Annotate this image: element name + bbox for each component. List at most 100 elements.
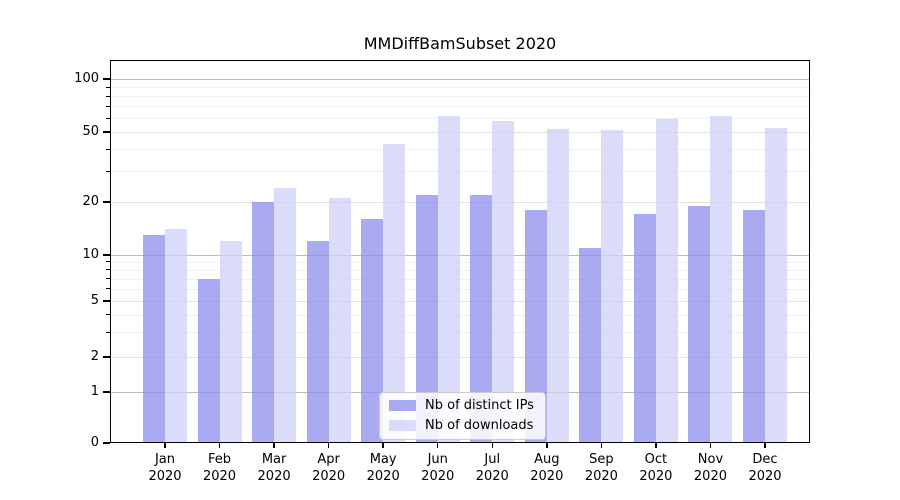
- x-tick-month: Apr: [317, 452, 340, 467]
- y-tick-5: [103, 300, 110, 302]
- x-tick-aug: [546, 443, 548, 448]
- bar-distinct-ips-apr: [306, 241, 329, 443]
- bar-distinct-ips-mar: [252, 202, 275, 443]
- gridline-2: [110, 357, 810, 358]
- x-tick-month: Nov: [697, 452, 724, 467]
- x-tick-year: 2020: [475, 469, 509, 484]
- y-tick-label-0: 0: [90, 434, 99, 450]
- x-tick-year: 2020: [202, 469, 237, 484]
- bar-downloads-feb: [219, 241, 242, 443]
- x-tick-nov: [709, 443, 712, 448]
- x-tick-month: Jun: [427, 452, 448, 467]
- bar-distinct-ips-oct: [633, 214, 656, 443]
- gridline-5: [110, 301, 810, 302]
- x-tick-month: Mar: [261, 452, 287, 467]
- legend-label-downloads: Nb of downloads: [425, 418, 534, 433]
- x-tick-sep: [600, 443, 603, 448]
- x-tick-year: 2020: [693, 469, 727, 484]
- y-tick-2: [103, 356, 110, 358]
- gridline-minor-3: [110, 332, 810, 334]
- x-tick-year: 2020: [530, 469, 564, 484]
- x-tick-year: 2020: [421, 469, 455, 484]
- legend-item-downloads: Nb of downloads: [389, 418, 534, 433]
- bar-downloads-may: [383, 143, 406, 443]
- bar-downloads-jul: [492, 120, 515, 443]
- x-tick-feb: [218, 443, 221, 448]
- x-tick-year: 2020: [639, 469, 673, 484]
- x-tick-month: Jul: [484, 452, 501, 467]
- y-tick-1: [103, 391, 110, 393]
- legend: Nb of distinct IPs Nb of downloads: [379, 392, 546, 440]
- x-tick-label-jan: Jan 2020: [130, 451, 200, 485]
- legend-item-distinct-ips: Nb of distinct IPs: [389, 398, 534, 413]
- gridline-minor-70: [110, 106, 810, 108]
- y-tick-10: [103, 254, 110, 256]
- x-tick-label-aug: Aug 2020: [512, 451, 582, 485]
- y-tick-100: [103, 78, 110, 80]
- x-tick-apr: [327, 443, 330, 448]
- x-tick-jul: [491, 443, 494, 448]
- x-tick-month: Oct: [644, 452, 668, 467]
- y-tick-label-10: 10: [82, 246, 99, 262]
- x-tick-label-jul: Jul 2020: [457, 451, 527, 485]
- x-tick-label-dec: Dec 2020: [730, 451, 800, 485]
- gridline-minor-60: [110, 118, 810, 120]
- y-tick-label-50: 50: [82, 123, 99, 139]
- bar-distinct-ips-aug: [524, 210, 547, 443]
- y-tick-label-20: 20: [82, 193, 99, 209]
- y-tick-20: [103, 201, 110, 203]
- bar-downloads-nov: [710, 115, 733, 443]
- bar-downloads-aug: [546, 129, 569, 443]
- x-tick-label-jun: Jun 2020: [403, 451, 473, 485]
- x-tick-year: 2020: [748, 469, 782, 484]
- x-tick-month: Feb: [208, 452, 232, 467]
- x-tick-jun: [436, 443, 439, 448]
- gridline-minor-7: [110, 278, 810, 280]
- plot-area: [110, 60, 810, 443]
- x-tick-label-may: May 2020: [348, 451, 418, 485]
- gridline-100: [110, 79, 810, 80]
- x-tick-year: 2020: [148, 469, 182, 484]
- gridline-minor-6: [110, 288, 810, 290]
- x-tick-month: Aug: [534, 452, 560, 467]
- x-tick-month: Jan: [154, 452, 176, 467]
- x-tick-dec: [764, 443, 766, 448]
- bar-downloads-oct: [655, 119, 678, 443]
- y-tick-0: [103, 442, 110, 444]
- legend-swatch-distinct-ips: [389, 400, 416, 411]
- x-tick-year: 2020: [312, 469, 346, 484]
- x-tick-year: 2020: [584, 469, 618, 484]
- gridline-minor-80: [110, 96, 810, 98]
- x-tick-label-feb: Feb 2020: [185, 451, 255, 485]
- bar-distinct-ips-nov: [688, 205, 711, 443]
- x-tick-label-nov: Nov 2020: [675, 451, 745, 485]
- x-tick-month: May: [369, 452, 397, 467]
- y-tick-label-1: 1: [90, 383, 99, 399]
- y-tick-50: [103, 131, 110, 133]
- chart-title: MMDiffBamSubset 2020: [363, 34, 557, 53]
- gridline-20: [110, 202, 810, 203]
- gridline-10: [110, 255, 810, 256]
- x-tick-label-apr: Apr 2020: [294, 451, 364, 485]
- gridline-minor-8: [110, 269, 810, 271]
- x-tick-month: Dec: [752, 452, 778, 467]
- x-tick-label-sep: Sep 2020: [566, 451, 636, 485]
- legend-swatch-downloads: [389, 420, 416, 431]
- bar-downloads-jun: [437, 115, 460, 443]
- gridline-minor-30: [110, 171, 810, 173]
- gridline-minor-9: [110, 261, 810, 263]
- bar-distinct-ips-jul: [470, 194, 493, 443]
- bar-downloads-sep: [601, 130, 624, 443]
- bar-distinct-ips-jan: [143, 234, 165, 443]
- x-tick-may: [382, 443, 384, 448]
- x-tick-year: 2020: [366, 469, 400, 484]
- y-tick-label-100: 100: [74, 70, 99, 86]
- bar-downloads-apr: [328, 198, 351, 443]
- bar-downloads-dec: [765, 127, 787, 443]
- bar-distinct-ips-feb: [197, 278, 220, 443]
- bar-downloads-jan: [165, 229, 187, 443]
- bar-downloads-mar: [274, 188, 297, 443]
- bar-distinct-ips-jun: [415, 194, 438, 443]
- bar-distinct-ips-dec: [743, 210, 765, 443]
